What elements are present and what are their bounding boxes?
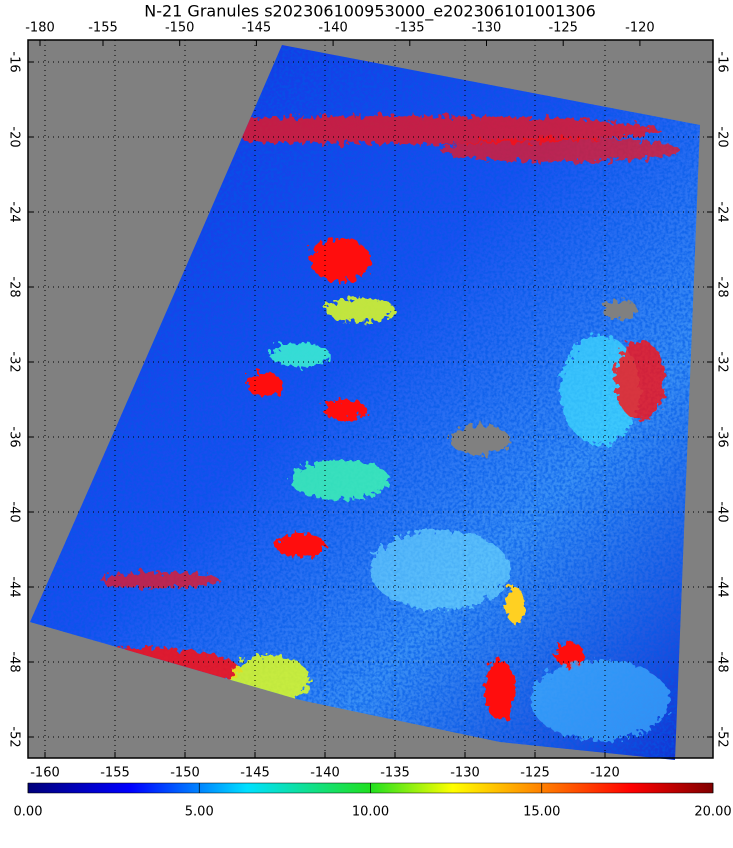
left-lat-label: -24 [7,201,22,222]
left-lat-label: -20 [7,126,22,147]
bottom-lon-label: -145 [240,766,270,781]
bottom-lon-label: -150 [170,766,200,781]
left-lat-label: -16 [7,51,22,72]
bottom-lon-label: -130 [450,766,480,781]
right-lat-label: -16 [715,51,730,72]
colorbar-label: 0.00 [14,805,43,820]
map-figure: N-21 Granules s202306100953000_e20230610… [0,0,733,848]
colorbar-label: 20.00 [694,805,731,820]
bottom-lon-label: -140 [310,766,340,781]
right-lat-label: -52 [715,726,730,747]
left-lat-label: -36 [7,426,22,447]
top-lon-label: -155 [88,21,118,36]
left-lat-label: -32 [7,351,22,372]
colorbar-label: 15.00 [523,805,560,820]
right-lat-label: -24 [715,201,730,222]
colorbar-label: 10.00 [352,805,389,820]
left-lat-label: -52 [7,726,22,747]
top-lon-label: -120 [625,21,655,36]
map-title: N-21 Granules s202306100953000_e20230610… [144,2,596,22]
top-lon-label: -130 [472,21,502,36]
bottom-lon-label: -120 [590,766,620,781]
top-lon-label: -180 [25,21,55,36]
left-lat-label: -48 [7,651,22,672]
left-lat-label: -44 [7,576,22,597]
top-lon-label: -150 [165,21,195,36]
bottom-lon-label: -135 [380,766,410,781]
bottom-lon-label: -125 [520,766,550,781]
bottom-lon-label: -155 [100,766,130,781]
left-lat-label: -40 [7,501,22,522]
left-lat-label: -28 [7,276,22,297]
top-lon-label: -140 [318,21,348,36]
right-lat-label: -20 [715,126,730,147]
right-lat-label: -48 [715,651,730,672]
top-lon-label: -145 [242,21,272,36]
right-lat-label: -40 [715,501,730,522]
right-lat-label: -32 [715,351,730,372]
right-lat-label: -36 [715,426,730,447]
right-lat-label: -44 [715,576,730,597]
colorbar-label: 5.00 [185,805,214,820]
bottom-lon-label: -160 [30,766,60,781]
right-lat-label: -28 [715,276,730,297]
top-lon-label: -125 [548,21,578,36]
page: {"map": { "title": "N-21 Granules s20230… [0,0,733,848]
top-lon-label: -135 [395,21,425,36]
